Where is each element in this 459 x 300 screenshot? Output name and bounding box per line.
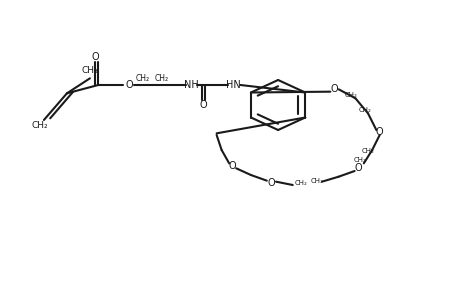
Text: O: O	[91, 52, 99, 62]
Text: CH₃: CH₃	[81, 66, 98, 75]
Text: CH₂: CH₂	[31, 121, 48, 130]
Text: O: O	[267, 178, 274, 188]
Text: NH: NH	[184, 80, 198, 90]
Text: CH₂: CH₂	[136, 74, 150, 83]
Text: O: O	[354, 163, 362, 173]
Text: CH₂: CH₂	[310, 178, 323, 184]
Text: O: O	[375, 127, 383, 137]
Text: CH₂: CH₂	[294, 180, 307, 186]
Text: CH₂: CH₂	[344, 92, 357, 98]
Text: CH₂: CH₂	[361, 148, 374, 154]
Text: HN: HN	[225, 80, 240, 90]
Text: O: O	[330, 84, 338, 94]
Text: CH₂: CH₂	[353, 157, 365, 163]
Text: CH₂: CH₂	[358, 107, 370, 113]
Text: CH₂: CH₂	[154, 74, 168, 83]
Text: O: O	[228, 161, 235, 171]
Text: O: O	[126, 80, 133, 90]
Text: O: O	[199, 100, 207, 110]
